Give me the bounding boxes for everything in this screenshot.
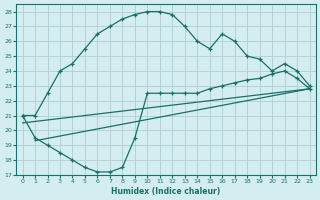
X-axis label: Humidex (Indice chaleur): Humidex (Indice chaleur) <box>111 187 221 196</box>
